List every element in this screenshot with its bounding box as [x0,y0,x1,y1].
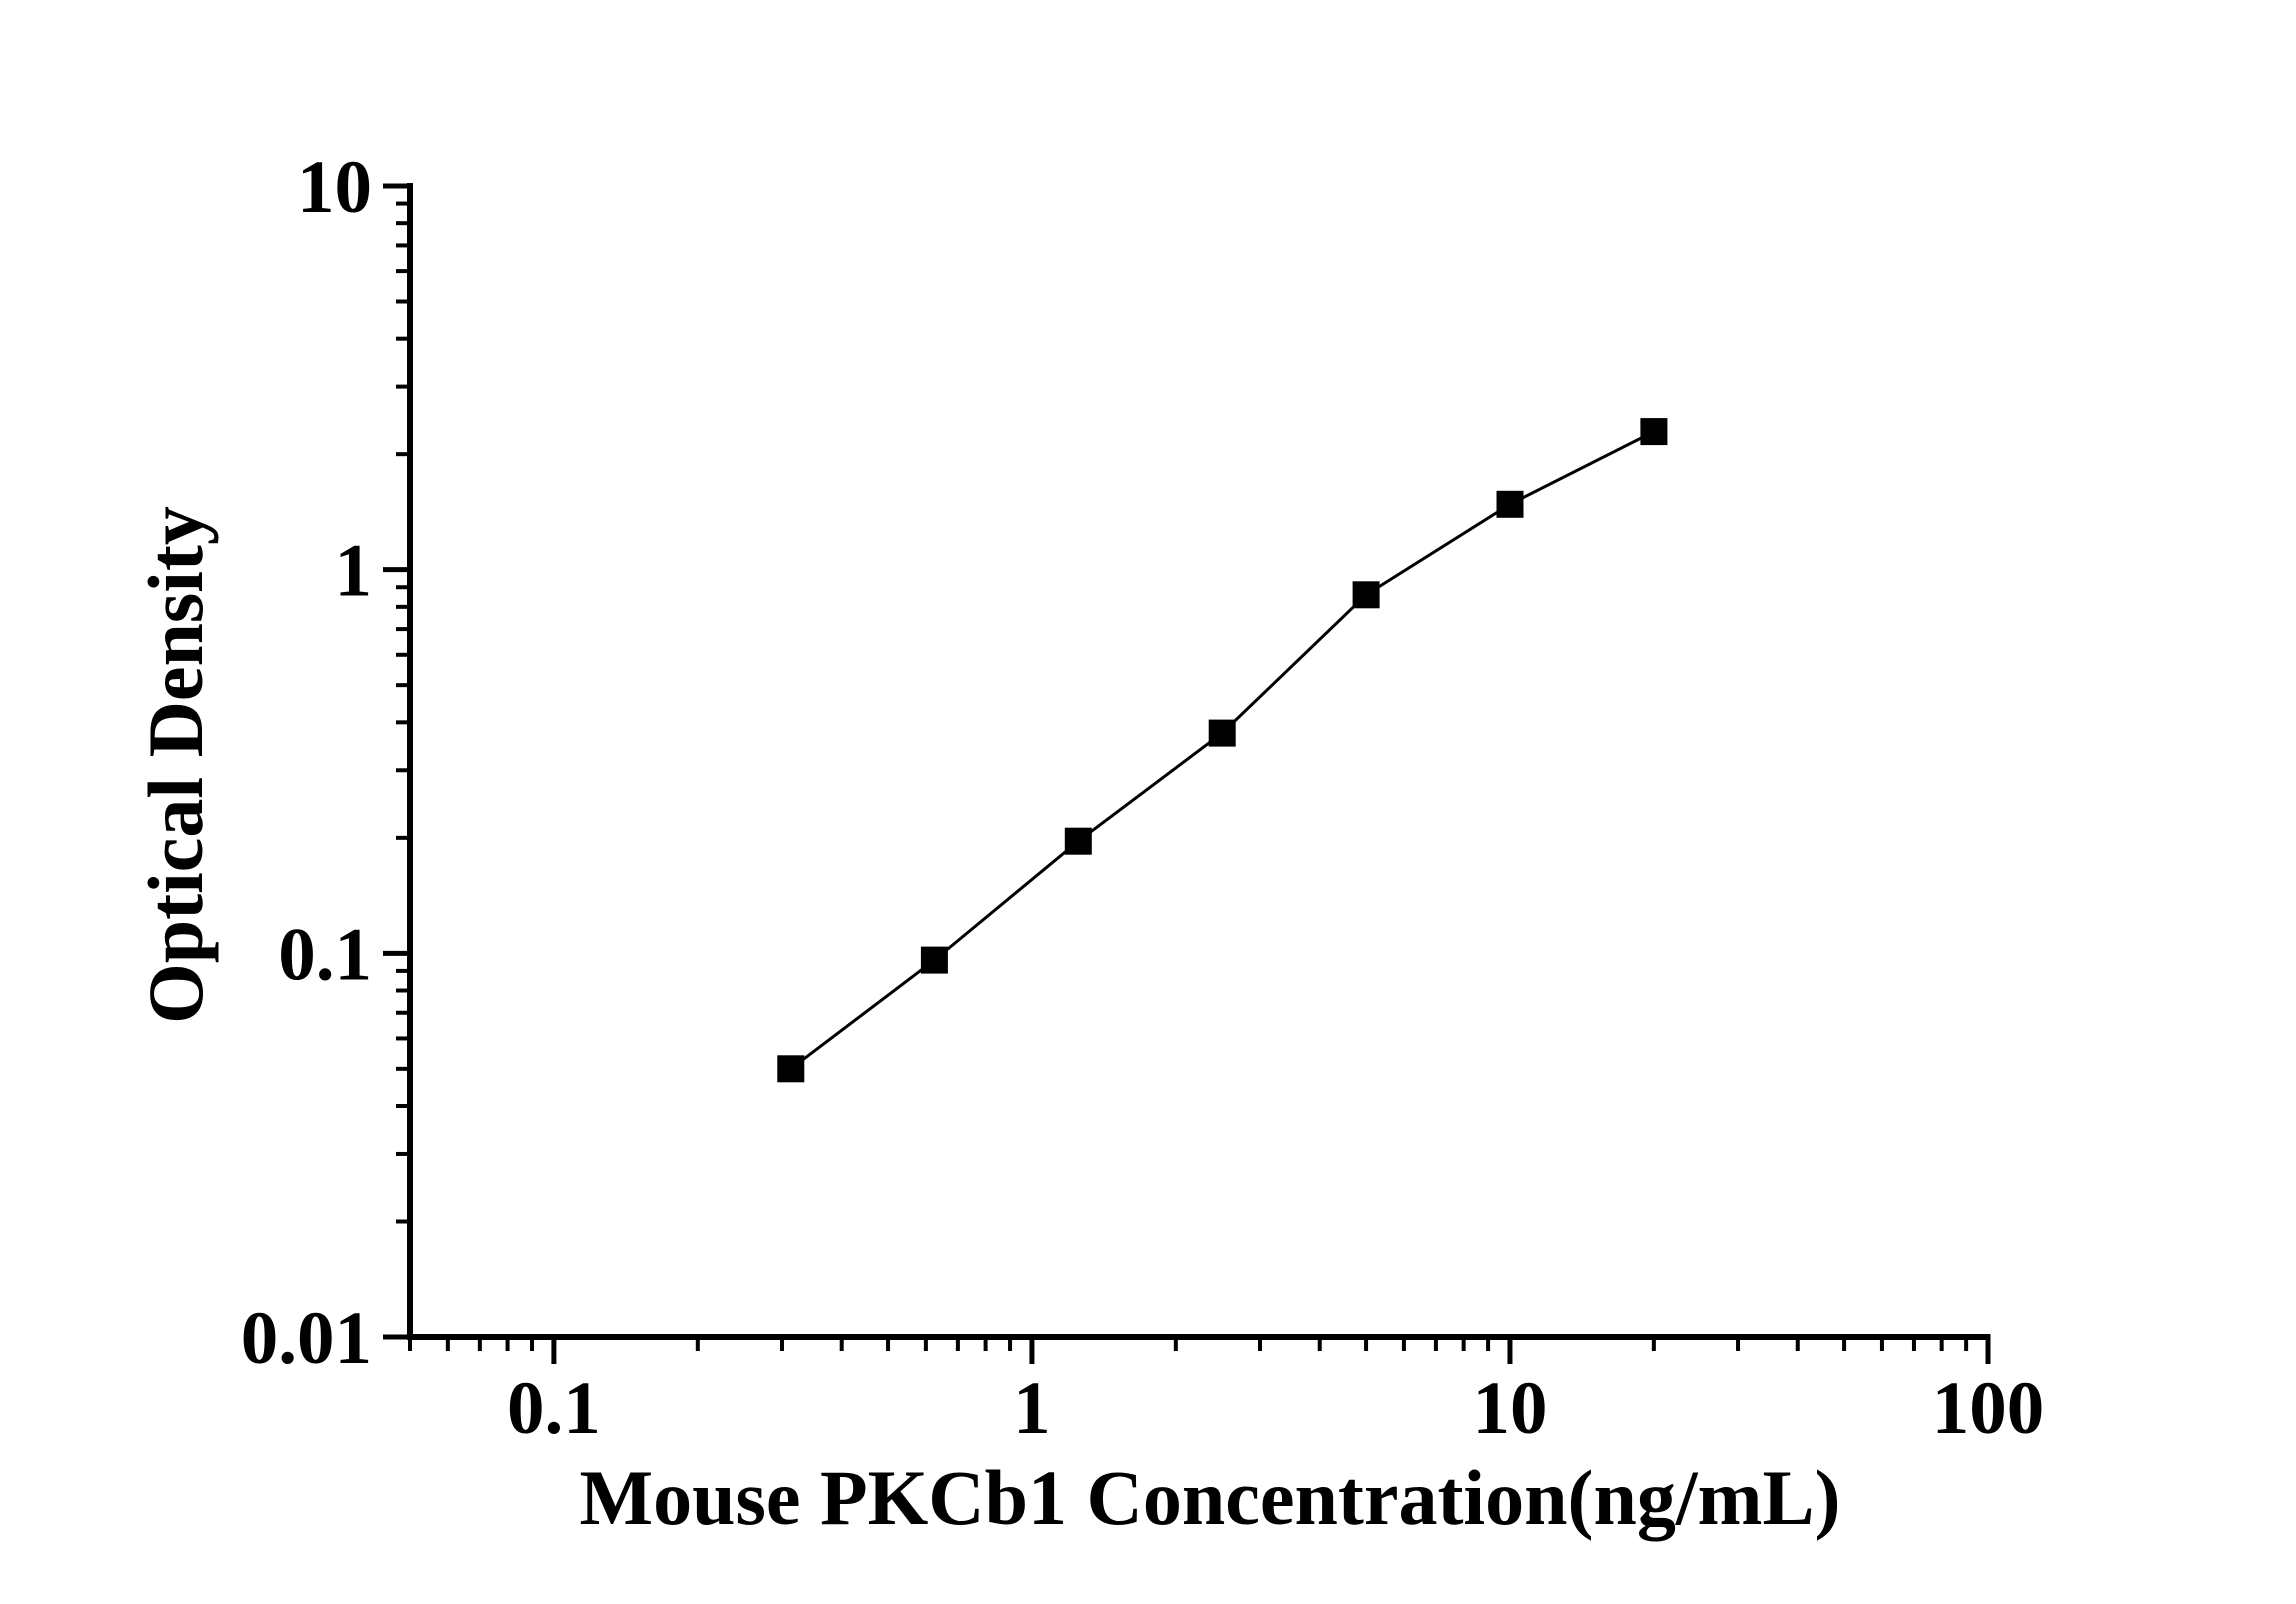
y-axis-title: Optical Density [132,506,219,1024]
x-tick-label: 0.1 [507,1367,601,1450]
data-series [777,418,1668,1083]
x-axis-title: Mouse PKCb1 Concentration(ng/mL) [580,1454,1841,1541]
data-point-marker [920,946,948,974]
y-tick-label: 0.01 [241,1297,372,1380]
data-point-marker [1640,418,1668,446]
data-point-marker [777,1055,805,1083]
axes: 0.1 1 10 100 0.01 0.1 1 10 [241,146,2045,1450]
data-point-marker [1064,827,1092,855]
y-tick-label: 1 [335,530,373,613]
data-point-marker [1352,581,1380,609]
y-tick-label: 10 [297,146,372,229]
x-tick-label: 100 [1932,1367,2045,1450]
data-point-marker [1496,490,1524,518]
x-tick-label: 10 [1472,1367,1547,1450]
data-point-marker [1208,719,1236,747]
y-tick-label: 0.1 [278,913,372,996]
series-line [789,430,1655,1070]
x-tick-label: 1 [1013,1367,1051,1450]
